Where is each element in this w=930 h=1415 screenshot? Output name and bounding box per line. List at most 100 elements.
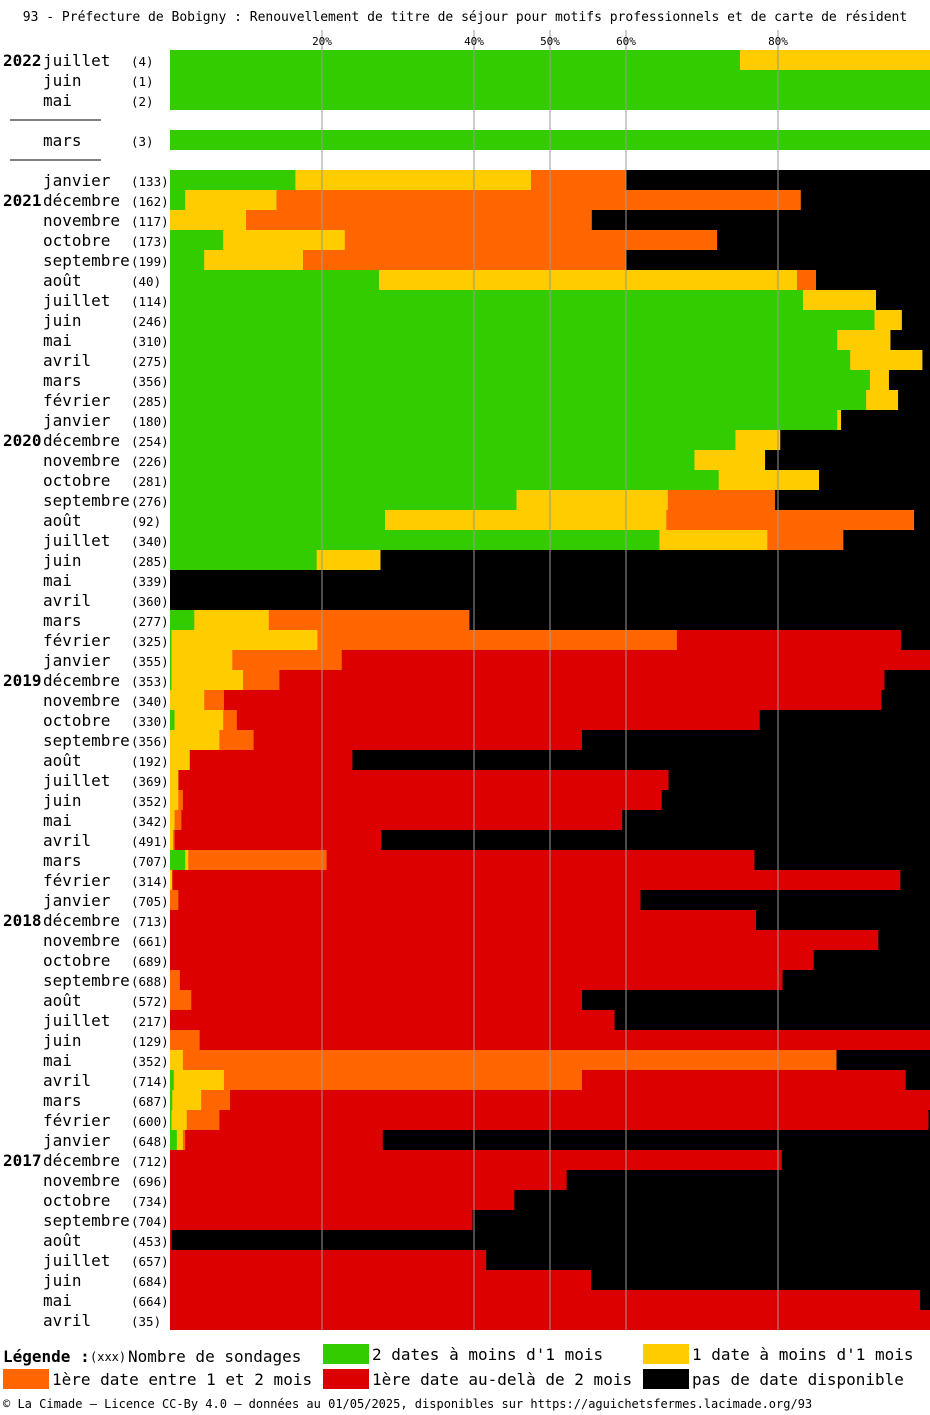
month-label: mai: [43, 331, 72, 350]
bar-segment-yellow: [170, 790, 179, 810]
bar-segment-green: [170, 1130, 178, 1150]
bar-segment-black: [928, 1110, 930, 1130]
count-label: (340): [131, 694, 169, 709]
month-label: mars: [43, 611, 82, 630]
count-label: (684): [131, 1274, 169, 1289]
bar-segment-red: [170, 1170, 568, 1190]
bar-segment-black: [890, 330, 930, 350]
bar-segment-orange: [223, 1070, 583, 1090]
month-label: août: [43, 271, 82, 290]
bar-segment-red: [170, 1010, 615, 1030]
bar-segment-red: [253, 730, 583, 750]
bar-segment-yellow: [204, 250, 304, 270]
month-label: août: [43, 1231, 82, 1250]
count-label: (491): [131, 834, 169, 849]
count-label: (707): [131, 854, 169, 869]
bar-segment-orange: [170, 890, 179, 910]
legend: Légende : (xxx) Nombre de sondages 2 dat…: [0, 1342, 930, 1392]
bar-segment-green: [170, 230, 224, 250]
bar-segment-black: [774, 490, 930, 510]
count-label: (661): [131, 934, 169, 949]
bar-segment-black: [381, 830, 930, 850]
bar-segment-black: [843, 530, 930, 550]
bar-segment-yellow: [837, 330, 891, 350]
bar-segment-green: [170, 250, 205, 270]
bar-segment-green: [170, 350, 851, 370]
bar-segment-red: [236, 710, 761, 730]
bar-segment-yellow: [659, 530, 768, 550]
bar-segment-red: [170, 950, 815, 970]
bar-segment-orange: [170, 1030, 200, 1050]
count-label: (356): [131, 734, 169, 749]
bar-segment-green: [170, 470, 720, 490]
month-label: janvier: [43, 651, 111, 670]
year-label: 2019: [3, 671, 42, 690]
bar-segment-orange: [232, 650, 343, 670]
count-label: (199): [131, 254, 169, 269]
bar-segment-green: [170, 610, 195, 630]
month-label: janvier: [43, 1131, 111, 1150]
x-tick-label: 60%: [616, 35, 636, 48]
count-label: (648): [131, 1134, 169, 1149]
bar-segment-red: [170, 1270, 592, 1290]
count-label: (277): [131, 614, 169, 629]
bar-segment-green: [170, 330, 838, 350]
bar-segment-orange: [188, 850, 327, 870]
bar-segment-black: [898, 390, 930, 410]
bar-segment-orange: [201, 1090, 231, 1110]
legend-swatch: [643, 1344, 689, 1364]
bar-segment-red: [676, 630, 902, 650]
month-label: juillet: [43, 531, 110, 550]
bar-segment-yellow: [185, 850, 189, 870]
bar-segment-black: [813, 950, 930, 970]
legend-label: 2 dates à moins d'1 mois: [372, 1345, 604, 1364]
month-label: janvier: [43, 411, 111, 430]
bar-segment-green: [170, 550, 317, 570]
bar-segment-yellow: [170, 830, 174, 850]
month-label: mai: [43, 91, 72, 110]
legend-swatch: [643, 1369, 689, 1389]
bar-segment-black: [380, 550, 930, 570]
bar-segment-black: [759, 710, 930, 730]
bar-segment-orange: [182, 1050, 837, 1070]
bar-segment-red: [172, 870, 901, 890]
bar-segment-red: [170, 1190, 515, 1210]
count-label: (704): [131, 1214, 169, 1229]
month-label: septembre: [43, 971, 130, 990]
bar-segment-orange: [174, 810, 182, 830]
bar-segment-orange: [170, 990, 192, 1010]
bar-segment-red: [191, 990, 583, 1010]
count-label: (352): [131, 1054, 169, 1069]
month-label: février: [43, 631, 111, 650]
legend-label: 1ère date entre 1 et 2 mois: [52, 1370, 313, 1389]
bar-segment-orange: [246, 210, 593, 230]
legend-label: 1ère date au-delà de 2 mois: [372, 1370, 633, 1389]
x-tick-label: 20%: [312, 35, 332, 48]
bar-segment-red: [223, 690, 882, 710]
bar-segment-green: [170, 1110, 172, 1130]
legend-label: pas de date disponible: [692, 1370, 904, 1389]
bar-segment-red: [185, 1130, 384, 1150]
bar-segment-black: [905, 1070, 930, 1090]
bar-segment-black: [754, 850, 930, 870]
bar-segment-orange: [219, 730, 254, 750]
count-label: (276): [131, 494, 169, 509]
bar-segment-black: [382, 1130, 930, 1150]
bar-segment-black: [591, 210, 930, 230]
bar-segment-yellow: [740, 50, 930, 70]
count-label: (3): [131, 134, 154, 149]
bar-segment-orange: [303, 250, 627, 270]
count-label: (133): [131, 174, 169, 189]
bar-segment-yellow: [170, 730, 220, 750]
bar-segment-green: [170, 190, 186, 210]
month-label: juin: [43, 791, 82, 810]
bar-segment-green: [170, 530, 660, 550]
bar-segment-black: [901, 630, 930, 650]
bar-segment-black: [614, 1010, 930, 1030]
bar-segment-black: [640, 890, 930, 910]
bar-segment-black: [717, 230, 930, 250]
count-label: (180): [131, 414, 169, 429]
count-label: (4): [131, 54, 154, 69]
bar-segment-green: [170, 850, 186, 870]
bar-segment-black: [755, 910, 930, 930]
